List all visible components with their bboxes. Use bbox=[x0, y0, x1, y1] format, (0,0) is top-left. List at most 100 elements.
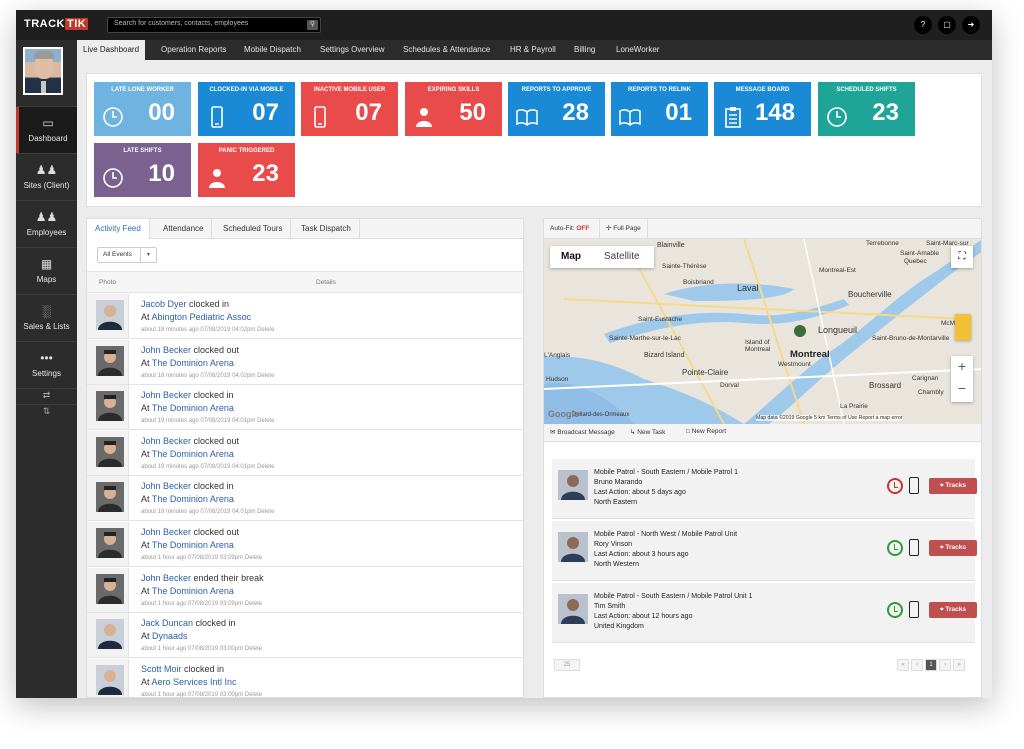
mobile-icon[interactable] bbox=[909, 601, 919, 618]
mobile-icon[interactable] bbox=[909, 539, 919, 556]
search-input[interactable]: Search for customers, contacts, employee… bbox=[107, 17, 321, 33]
site-link[interactable]: The Dominion Arena bbox=[151, 585, 234, 596]
last-page-button[interactable]: » bbox=[953, 659, 965, 671]
clock-icon[interactable] bbox=[887, 540, 903, 556]
kpi-tile[interactable]: Late Lone Worker 00 bbox=[94, 82, 191, 136]
help-icon[interactable]: ? bbox=[914, 16, 932, 34]
sidebar-item-dashboard[interactable]: ▭ Dashboard bbox=[16, 107, 77, 153]
tab-loneworker[interactable]: LoneWorker bbox=[616, 45, 660, 54]
kpi-tile[interactable]: Clocked-in via Mobile 07 bbox=[198, 82, 295, 136]
fullscreen-icon[interactable]: ⛶ bbox=[951, 246, 973, 268]
avatar[interactable] bbox=[96, 391, 124, 422]
current-page[interactable]: 1 bbox=[925, 659, 937, 671]
app-logo[interactable]: TRACK TIK bbox=[24, 18, 89, 30]
new-report-button[interactable]: □ New Report bbox=[686, 428, 727, 435]
employee-link[interactable]: John Becker bbox=[141, 344, 192, 355]
kpi-tile[interactable]: Scheduled Shifts 23 bbox=[818, 82, 915, 136]
employee-link[interactable]: John Becker bbox=[141, 390, 192, 401]
feed-event: John Becker clocked out bbox=[141, 344, 240, 355]
map-type-map[interactable]: Map bbox=[561, 251, 581, 262]
kpi-tile[interactable]: Reports to Relink 01 bbox=[611, 82, 708, 136]
event-filter-select[interactable]: All Events ▾ bbox=[97, 247, 157, 263]
feed-photo-cell bbox=[87, 294, 129, 338]
tab-settings-overview[interactable]: Settings Overview bbox=[320, 45, 385, 54]
sidebar-item-sales[interactable]: ░ Sales & Lists bbox=[16, 295, 77, 341]
prev-page-button[interactable]: ‹ bbox=[911, 659, 923, 671]
employee-link[interactable]: Scott Moir bbox=[141, 663, 182, 674]
avatar[interactable] bbox=[96, 573, 124, 604]
site-link[interactable]: The Dominion Arena bbox=[151, 448, 234, 459]
map-view[interactable]: Map Satellite ⛶ + − Blainville Terrebonn… bbox=[544, 239, 982, 424]
kpi-tile-value: 07 bbox=[355, 99, 382, 126]
site-link[interactable]: The Dominion Arena bbox=[151, 403, 234, 414]
avatar[interactable] bbox=[96, 664, 124, 695]
avatar[interactable] bbox=[96, 436, 124, 467]
new-task-button[interactable]: ↳ New Task bbox=[630, 429, 666, 436]
sort-icon[interactable]: ⇅ bbox=[42, 406, 51, 416]
map-canvas[interactable] bbox=[544, 239, 982, 424]
broadcast-message-button[interactable]: ✉ Broadcast Message bbox=[550, 429, 615, 436]
site-link[interactable]: Abington Pediatric Assoc bbox=[151, 312, 252, 322]
tab-billing[interactable]: Billing bbox=[574, 45, 596, 54]
avatar[interactable] bbox=[558, 532, 588, 562]
kpi-tile[interactable]: Inactive Mobile User 07 bbox=[301, 82, 398, 136]
first-page-button[interactable]: « bbox=[897, 659, 909, 671]
kpi-tile[interactable]: Late Shifts 10 bbox=[94, 143, 191, 197]
employee-link[interactable]: John Becker bbox=[141, 435, 192, 446]
avatar[interactable] bbox=[558, 470, 588, 500]
map-attribution[interactable]: Map data ©2019 Google 5 km Terms of Use … bbox=[756, 415, 903, 421]
clock-icon[interactable] bbox=[887, 602, 903, 618]
zoom-out-icon[interactable]: − bbox=[957, 380, 967, 396]
swap-icon[interactable]: ⇄ bbox=[42, 390, 51, 400]
avatar[interactable] bbox=[96, 300, 124, 330]
tab-mobile-dispatch[interactable]: Mobile Dispatch bbox=[244, 45, 301, 54]
tracks-button[interactable]: ⌖ Tracks bbox=[929, 540, 977, 556]
avatar[interactable] bbox=[23, 47, 63, 95]
sidebar-item-maps[interactable]: ▦ Maps bbox=[16, 248, 77, 294]
kpi-tile[interactable]: Panic Triggered 23 bbox=[198, 143, 295, 197]
street-view-icon[interactable] bbox=[955, 314, 971, 340]
site-link[interactable]: Aero Services Intl Inc bbox=[151, 676, 237, 687]
avatar[interactable] bbox=[558, 594, 588, 624]
kpi-tile[interactable]: Message Board 148 bbox=[714, 82, 811, 136]
sidebar-item-employees[interactable]: ♟♟ Employees bbox=[16, 201, 77, 247]
clock-icon[interactable] bbox=[887, 478, 903, 494]
tracks-button[interactable]: ⌖ Tracks bbox=[929, 478, 977, 494]
tab-attendance[interactable]: Attendance bbox=[155, 219, 213, 239]
sidebar-item-settings[interactable]: ••• Settings bbox=[16, 342, 77, 388]
tab-schedules-attendance[interactable]: Schedules & Attendance bbox=[403, 45, 491, 54]
tab-task-dispatch[interactable]: Task Dispatch bbox=[293, 219, 360, 239]
logout-icon[interactable]: ➜ bbox=[962, 16, 980, 34]
tab-scheduled-tours[interactable]: Scheduled Tours bbox=[215, 219, 292, 239]
avatar[interactable] bbox=[96, 345, 124, 376]
employee-link[interactable]: Jacob Dyer bbox=[141, 299, 187, 309]
tab-activity-feed[interactable]: Activity Feed bbox=[87, 219, 150, 239]
search-icon[interactable]: ⚲ bbox=[307, 20, 318, 30]
tab-hr-payroll[interactable]: HR & Payroll bbox=[510, 45, 556, 54]
tab-operation-reports[interactable]: Operation Reports bbox=[161, 45, 227, 54]
kpi-tile[interactable]: Expiring Skills 50 bbox=[405, 82, 502, 136]
avatar[interactable] bbox=[96, 482, 124, 513]
full-page-button[interactable]: ✢ Full Page bbox=[599, 219, 648, 239]
employee-link[interactable]: Jack Duncan bbox=[141, 618, 194, 629]
kpi-tile[interactable]: Reports to Approve 28 bbox=[508, 82, 605, 136]
zoom-in-icon[interactable]: + bbox=[957, 358, 967, 374]
site-link[interactable]: The Dominion Arena bbox=[151, 540, 234, 550]
avatar[interactable] bbox=[96, 619, 124, 650]
tab-live-dashboard[interactable]: Live Dashboard bbox=[77, 40, 146, 60]
sidebar-item-sites[interactable]: ♟♟ Sites (Client) bbox=[16, 154, 77, 200]
employee-link[interactable]: John Becker bbox=[141, 527, 192, 537]
tracks-button[interactable]: ⌖ Tracks bbox=[929, 602, 977, 618]
autofit-toggle[interactable]: Auto-Fit: OFF bbox=[550, 225, 590, 232]
map-type-satellite[interactable]: Satellite bbox=[604, 251, 640, 262]
next-page-button[interactable]: › bbox=[939, 659, 951, 671]
site-link[interactable]: Dynaads bbox=[152, 631, 188, 642]
mobile-icon[interactable] bbox=[909, 477, 919, 494]
site-link[interactable]: The Dominion Arena bbox=[151, 494, 234, 505]
site-link[interactable]: The Dominion Arena bbox=[151, 357, 234, 368]
employee-link[interactable]: John Becker bbox=[141, 481, 192, 492]
page-size-select[interactable]: 25 bbox=[554, 659, 580, 671]
monitor-icon[interactable]: ▢ bbox=[938, 16, 956, 34]
employee-link[interactable]: John Becker bbox=[141, 572, 192, 583]
avatar[interactable] bbox=[96, 528, 124, 558]
